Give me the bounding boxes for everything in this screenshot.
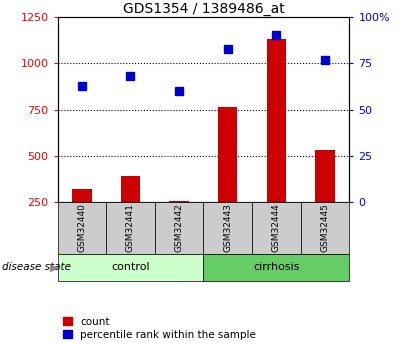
Text: disease state: disease state bbox=[2, 263, 71, 272]
Text: cirrhosis: cirrhosis bbox=[253, 263, 300, 272]
Bar bbox=[203, 254, 349, 281]
Bar bbox=[203, 202, 252, 254]
Text: GSM32444: GSM32444 bbox=[272, 203, 281, 252]
Bar bbox=[252, 202, 301, 254]
Title: GDS1354 / 1389486_at: GDS1354 / 1389486_at bbox=[122, 2, 284, 16]
Text: GSM32445: GSM32445 bbox=[321, 203, 330, 252]
Bar bbox=[121, 176, 140, 248]
Legend: count, percentile rank within the sample: count, percentile rank within the sample bbox=[63, 317, 256, 340]
Bar bbox=[155, 202, 203, 254]
Bar bbox=[301, 202, 349, 254]
Bar bbox=[169, 201, 189, 248]
Bar bbox=[315, 150, 335, 248]
Bar bbox=[72, 189, 92, 248]
Text: GSM32440: GSM32440 bbox=[77, 203, 86, 252]
Text: GSM32441: GSM32441 bbox=[126, 203, 135, 252]
Bar bbox=[218, 107, 238, 248]
Bar bbox=[58, 202, 106, 254]
Text: GSM32443: GSM32443 bbox=[223, 203, 232, 252]
Text: control: control bbox=[111, 263, 150, 272]
Bar bbox=[58, 254, 203, 281]
Bar bbox=[267, 39, 286, 248]
Text: GSM32442: GSM32442 bbox=[175, 203, 184, 252]
Text: ▶: ▶ bbox=[50, 263, 59, 272]
Bar bbox=[106, 202, 155, 254]
